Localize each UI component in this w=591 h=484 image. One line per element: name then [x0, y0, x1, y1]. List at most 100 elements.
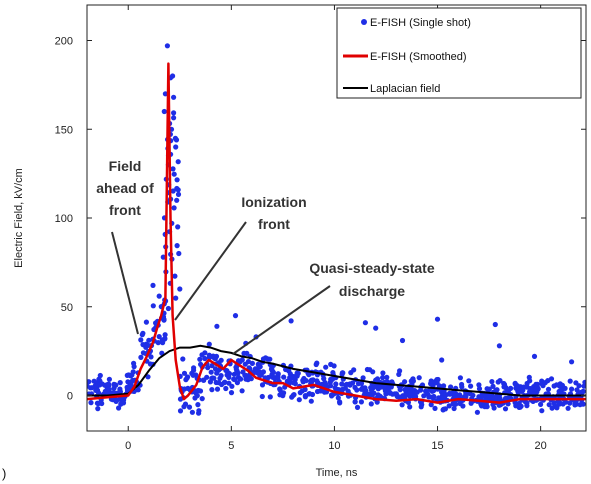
scatter-point — [259, 393, 265, 400]
scatter-point — [538, 401, 544, 407]
scatter-point — [174, 197, 180, 203]
scatter-point — [217, 375, 223, 381]
annotation-ionization-front: Ionization front — [174, 194, 307, 321]
scatter-point — [399, 337, 406, 344]
scatter-point — [380, 375, 386, 381]
scatter-point — [331, 363, 337, 369]
annotation-line: front — [109, 202, 141, 218]
scatter-point — [308, 398, 314, 404]
scatter-point — [423, 388, 429, 394]
scatter-point — [206, 352, 212, 358]
scatter-point — [176, 250, 182, 257]
y-tick-label: 150 — [55, 124, 73, 136]
annotation-arrow — [174, 221, 247, 321]
scatter-point — [526, 374, 532, 380]
scatter-point — [148, 354, 154, 360]
scatter-point — [186, 404, 193, 410]
scatter-point — [172, 273, 178, 279]
annotation-quasi-steady: Quasi-steady-state discharge — [232, 260, 435, 355]
scatter-point — [87, 383, 90, 389]
scatter-point — [451, 405, 457, 412]
scatter-point — [474, 409, 480, 415]
scatter-point — [345, 388, 351, 394]
scatter-point — [290, 380, 296, 386]
scatter-point — [91, 378, 97, 384]
x-tick-label: 15 — [431, 440, 443, 452]
scatter-point — [492, 321, 498, 328]
scatter-point — [219, 381, 225, 388]
scatter-point — [323, 364, 329, 370]
scatter-point — [257, 371, 263, 377]
scatter-point — [175, 224, 181, 230]
scatter-point — [228, 390, 235, 396]
scatter-point — [531, 353, 538, 359]
scatter-point — [145, 374, 151, 380]
scatter-point — [206, 341, 212, 347]
scatter-point — [171, 94, 177, 100]
scatter-point — [173, 295, 179, 301]
scatter-point — [468, 400, 474, 406]
laplacian-line — [87, 344, 586, 397]
scatter-point — [567, 400, 573, 406]
scatter-point — [161, 316, 167, 322]
scatter-point — [496, 343, 502, 349]
scatter-point — [170, 166, 176, 172]
scatter-point — [344, 381, 350, 387]
scatter-point — [95, 401, 101, 407]
scatter-point — [428, 402, 434, 408]
scatter-point — [156, 334, 162, 340]
legend-entry: Laplacian field — [370, 83, 440, 95]
scatter-point — [416, 375, 422, 381]
scatter-point — [309, 378, 315, 385]
annotation-arrow — [232, 285, 331, 355]
scatter-point — [173, 137, 180, 143]
x-tick-label: 5 — [228, 440, 234, 452]
scatter-point — [502, 384, 508, 390]
scatter-point — [434, 316, 441, 322]
scatter-point — [173, 144, 179, 150]
scatter-point — [524, 403, 530, 409]
scatter-point — [397, 387, 403, 393]
scatter-point — [277, 387, 283, 393]
scatter-point — [270, 369, 276, 375]
scatter-point — [181, 404, 187, 410]
scatter-point — [175, 159, 181, 165]
scatter-point — [117, 389, 123, 395]
scatter-point — [443, 392, 449, 398]
scatter-point — [574, 387, 580, 393]
scatter-point — [161, 108, 167, 115]
scatter-point — [199, 396, 205, 402]
scatter-point — [171, 110, 177, 116]
scatter-point — [318, 388, 324, 394]
scatter-point — [175, 191, 182, 197]
scatter-point — [229, 383, 235, 389]
scatter-point — [431, 388, 437, 394]
scatter-point — [348, 370, 354, 376]
scatter-point — [242, 361, 248, 367]
scatter-point — [270, 374, 276, 380]
scatter-point — [358, 399, 364, 405]
scatter-point — [155, 340, 161, 346]
scatter-point — [199, 352, 205, 358]
scatter-point — [516, 387, 523, 393]
scatter-point — [560, 401, 566, 407]
scatter-point — [549, 405, 555, 411]
scatter-point — [205, 365, 211, 371]
scatter-point — [200, 377, 206, 383]
scatter-point — [432, 405, 438, 411]
scatter-point — [195, 402, 201, 408]
scatter-point — [224, 368, 230, 374]
scatter-point — [559, 382, 566, 388]
scatter-point — [126, 386, 132, 392]
scatter-point — [197, 388, 204, 394]
scatter-point — [402, 387, 408, 393]
scatter-point — [301, 375, 307, 382]
scatter-point — [518, 403, 524, 409]
legend-box — [336, 7, 582, 99]
scatter-point — [223, 385, 229, 392]
scatter-point — [286, 379, 292, 385]
annotation-line: discharge — [339, 283, 405, 299]
scatter-point — [162, 336, 168, 342]
scatter-point — [92, 383, 98, 389]
scatter-point — [209, 363, 215, 369]
